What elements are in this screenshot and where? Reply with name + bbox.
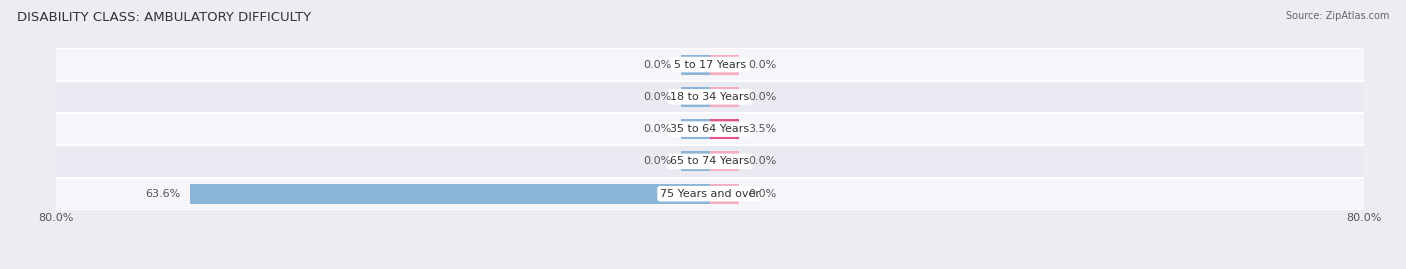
Bar (190, 184, 710, 204)
Text: Source: ZipAtlas.com: Source: ZipAtlas.com (1285, 11, 1389, 21)
Text: 0.0%: 0.0% (644, 59, 672, 70)
Text: 18 to 34 Years: 18 to 34 Years (671, 92, 749, 102)
Text: 0.0%: 0.0% (748, 189, 776, 199)
Bar (710, 87, 738, 107)
Text: 5 to 17 Years: 5 to 17 Years (673, 59, 747, 70)
Bar (682, 87, 710, 107)
Bar (710, 151, 738, 171)
Text: 35 to 64 Years: 35 to 64 Years (671, 124, 749, 134)
Bar (56, 81, 1364, 113)
Bar (710, 184, 738, 204)
Text: 0.0%: 0.0% (748, 156, 776, 167)
Text: 0.0%: 0.0% (644, 92, 672, 102)
Bar (682, 119, 710, 139)
Text: 3.5%: 3.5% (748, 124, 776, 134)
Bar (56, 48, 1364, 81)
Bar (682, 55, 710, 75)
Text: 0.0%: 0.0% (644, 124, 672, 134)
Bar (710, 55, 738, 75)
Bar (682, 151, 710, 171)
Bar (56, 113, 1364, 145)
Bar (56, 178, 1364, 210)
Text: 63.6%: 63.6% (145, 189, 180, 199)
Text: 75 Years and over: 75 Years and over (659, 189, 761, 199)
Text: 0.0%: 0.0% (748, 92, 776, 102)
Text: 0.0%: 0.0% (748, 59, 776, 70)
Bar (710, 119, 738, 139)
Text: 65 to 74 Years: 65 to 74 Years (671, 156, 749, 167)
Text: DISABILITY CLASS: AMBULATORY DIFFICULTY: DISABILITY CLASS: AMBULATORY DIFFICULTY (17, 11, 311, 24)
Bar (56, 145, 1364, 178)
Text: 0.0%: 0.0% (644, 156, 672, 167)
